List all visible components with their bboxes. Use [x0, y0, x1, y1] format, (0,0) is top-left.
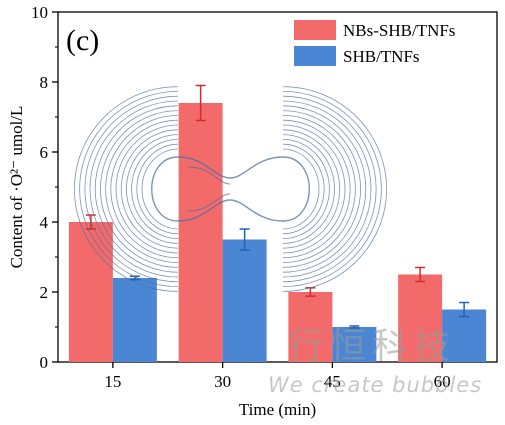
y-tick-label-2: 2: [40, 283, 49, 302]
error-bar-shb-tnfs-45: [349, 325, 360, 329]
logo-arc-left: [79, 91, 179, 287]
legend-swatch-nbs-shb-tnfs: [294, 20, 336, 40]
bubble-logo-watermark: [74, 86, 387, 292]
logo-arc-left: [141, 148, 179, 230]
x-tick-label-60: 60: [434, 372, 451, 391]
bar-shb-tnfs-15: [112, 278, 157, 362]
x-tick-label-30: 30: [214, 372, 231, 391]
legend-label-shb-tnfs: SHB/TNFs: [343, 47, 420, 66]
logo-arc-right: [282, 91, 382, 287]
logo-arc-left: [84, 95, 179, 283]
y-tick-label-6: 6: [40, 143, 49, 162]
y-tick-label-4: 4: [40, 213, 49, 232]
bar-nbs-shb-tnfs-60: [398, 274, 443, 362]
logo-arc-right: [282, 119, 351, 259]
bar-shb-tnfs-60: [442, 309, 487, 362]
logo-arc-right: [282, 110, 361, 268]
logo-arc-left: [126, 134, 179, 244]
logo-arc-left: [136, 143, 179, 235]
error-bar-nbs-shb-tnfs-30: [195, 84, 206, 122]
legend: NBs-SHB/TNFs SHB/TNFs: [294, 20, 455, 66]
x-tick-label-15: 15: [104, 372, 121, 391]
error-bar-shb-tnfs-60: [459, 301, 470, 318]
logo-arc-right: [282, 86, 387, 292]
logo-arc-right: [282, 143, 325, 235]
logo-arc-right: [282, 134, 335, 244]
bar-shb-tnfs-45: [332, 327, 377, 362]
bar-nbs-shb-tnfs-30: [178, 103, 223, 362]
logo-inner-line: [187, 166, 231, 212]
x-axis: 15 30 45 60: [104, 362, 451, 391]
logo-arc-left: [74, 86, 179, 292]
logo-dumbbell: [151, 156, 310, 222]
logo-arc-right: [282, 148, 320, 230]
logo-arc-right: [282, 105, 367, 273]
logo-arc-left: [131, 139, 179, 239]
y-tick-label-0: 0: [40, 353, 49, 372]
legend-swatch-shb-tnfs: [294, 46, 336, 66]
logo-arc-right: [282, 95, 377, 283]
bar-nbs-shb-tnfs-45: [288, 292, 333, 362]
logo-arc-right: [282, 100, 372, 278]
watermark-english: We create bubbles: [268, 373, 482, 397]
logo-arc-left: [105, 115, 179, 263]
logo-arc-left: [110, 119, 179, 259]
error-bar-shb-tnfs-30: [239, 228, 250, 251]
bars-group: [68, 103, 487, 362]
y-axis: 0 2 4 6 8 10: [31, 3, 58, 372]
panel-label: (c): [66, 24, 99, 57]
legend-label-nbs-shb-tnfs: NBs-SHB/TNFs: [343, 21, 455, 40]
logo-arc-left: [94, 105, 179, 273]
logo-arc-left: [89, 100, 179, 278]
y-tick-label-8: 8: [40, 73, 49, 92]
logo-arc-right: [282, 129, 341, 249]
x-tick-label-45: 45: [324, 372, 341, 391]
logo-arc-right: [282, 124, 346, 254]
logo-arc-right: [282, 139, 330, 239]
logo-arc-left: [115, 124, 179, 254]
logo-arc-right: [282, 115, 356, 263]
error-bar-nbs-shb-tnfs-60: [415, 266, 426, 283]
watermark-chinese: 行恒科技: [288, 326, 456, 367]
logo-arc-left: [120, 129, 179, 249]
bar-nbs-shb-tnfs-15: [68, 222, 113, 362]
y-tick-label-10: 10: [31, 3, 48, 22]
logo-arc-left: [100, 110, 179, 268]
bar-shb-tnfs-30: [222, 239, 267, 362]
x-axis-title: Time (min): [239, 400, 316, 419]
y-axis-title: Content of ·O²⁻ umol/L: [7, 106, 26, 269]
